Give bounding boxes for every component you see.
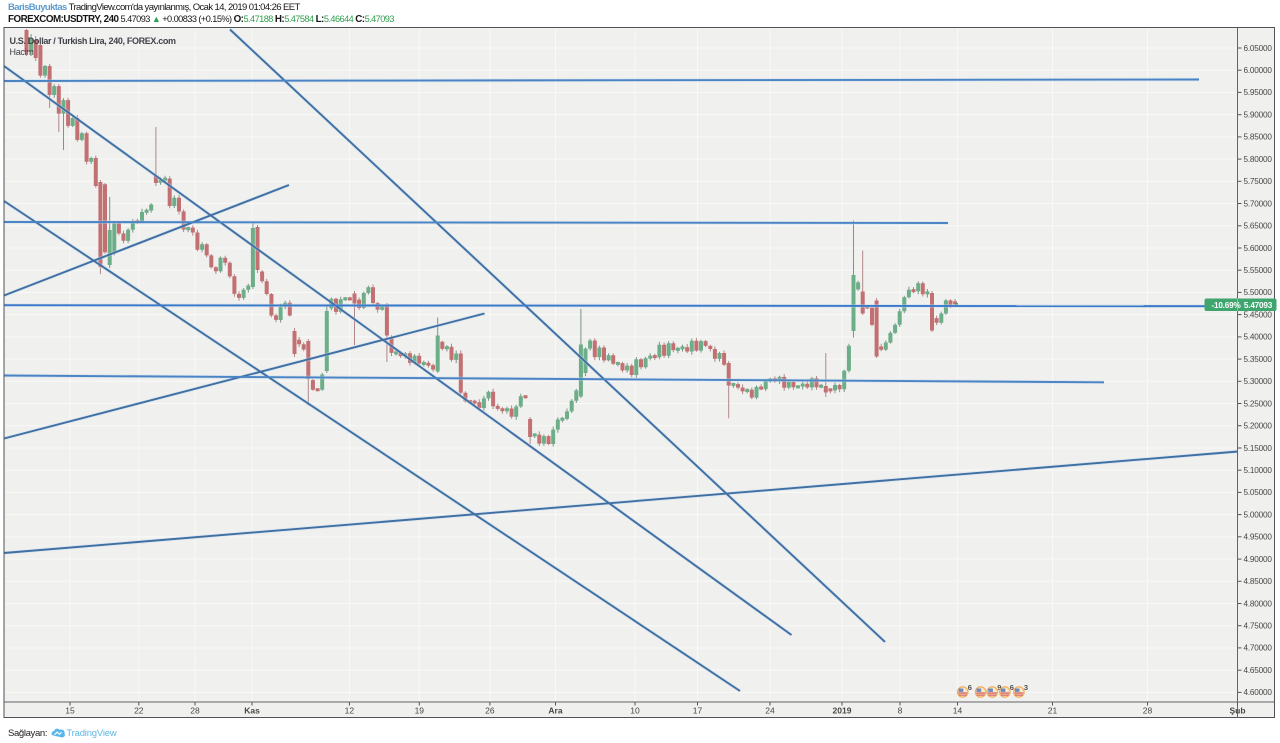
svg-text:5.15000: 5.15000 [1244,444,1273,453]
svg-text:4.90000: 4.90000 [1244,555,1273,564]
svg-text:3: 3 [1024,683,1028,692]
svg-text:U.S. Dollar / Turkish Lira, 24: U.S. Dollar / Turkish Lira, 240, FOREX.c… [10,36,177,46]
svg-text:10: 10 [630,706,640,716]
svg-text:5.90000: 5.90000 [1244,111,1273,120]
svg-text:17: 17 [693,706,703,716]
svg-text:8: 8 [898,706,903,716]
svg-text:5.35000: 5.35000 [1244,355,1273,364]
svg-text:12: 12 [345,706,355,716]
svg-text:5.45000: 5.45000 [1244,310,1273,319]
svg-text:15: 15 [65,706,75,716]
svg-text:28: 28 [1143,706,1153,716]
svg-text:5.55000: 5.55000 [1244,266,1273,275]
svg-text:5.00000: 5.00000 [1244,510,1273,519]
svg-text:5.50000: 5.50000 [1244,288,1273,297]
svg-text:6.05000: 6.05000 [1244,44,1273,53]
svg-text:19: 19 [415,706,425,716]
svg-text:5.10000: 5.10000 [1244,466,1273,475]
svg-text:4.60000: 4.60000 [1244,688,1273,697]
svg-text:5.20000: 5.20000 [1244,422,1273,431]
svg-text:5.40000: 5.40000 [1244,333,1273,342]
svg-text:5.65000: 5.65000 [1244,222,1273,231]
svg-text:5.75000: 5.75000 [1244,177,1273,186]
svg-text:-10.69%: -10.69% [1211,301,1241,310]
svg-text:4.85000: 4.85000 [1244,577,1273,586]
svg-text:6: 6 [1010,683,1014,692]
svg-text:5.25000: 5.25000 [1244,399,1273,408]
svg-text:5.47093: 5.47093 [1244,301,1273,310]
svg-text:6.00000: 6.00000 [1244,66,1273,75]
svg-text:5.95000: 5.95000 [1244,88,1273,97]
svg-text:5.80000: 5.80000 [1244,155,1273,164]
svg-text:22: 22 [134,706,144,716]
svg-text:4.70000: 4.70000 [1244,644,1273,653]
svg-text:Şub: Şub [1229,706,1245,716]
svg-text:21: 21 [1048,706,1058,716]
svg-text:4.75000: 4.75000 [1244,622,1273,631]
svg-text:Ara: Ara [548,706,562,716]
svg-text:26: 26 [485,706,495,716]
svg-text:5.05000: 5.05000 [1244,488,1273,497]
svg-text:4.95000: 4.95000 [1244,533,1273,542]
svg-text:4.65000: 4.65000 [1244,666,1273,675]
svg-text:5.70000: 5.70000 [1244,199,1273,208]
svg-text:9: 9 [997,683,1001,692]
svg-text:5.30000: 5.30000 [1244,377,1273,386]
svg-text:Hacim: Hacim [10,47,34,57]
svg-text:2019: 2019 [833,706,852,716]
svg-text:14: 14 [953,706,963,716]
svg-text:6: 6 [968,683,972,692]
svg-text:4.80000: 4.80000 [1244,599,1273,608]
svg-text:28: 28 [190,706,200,716]
svg-text:Kas: Kas [244,706,260,716]
svg-text:24: 24 [765,706,775,716]
svg-text:5.60000: 5.60000 [1244,244,1273,253]
svg-text:5.85000: 5.85000 [1244,133,1273,142]
